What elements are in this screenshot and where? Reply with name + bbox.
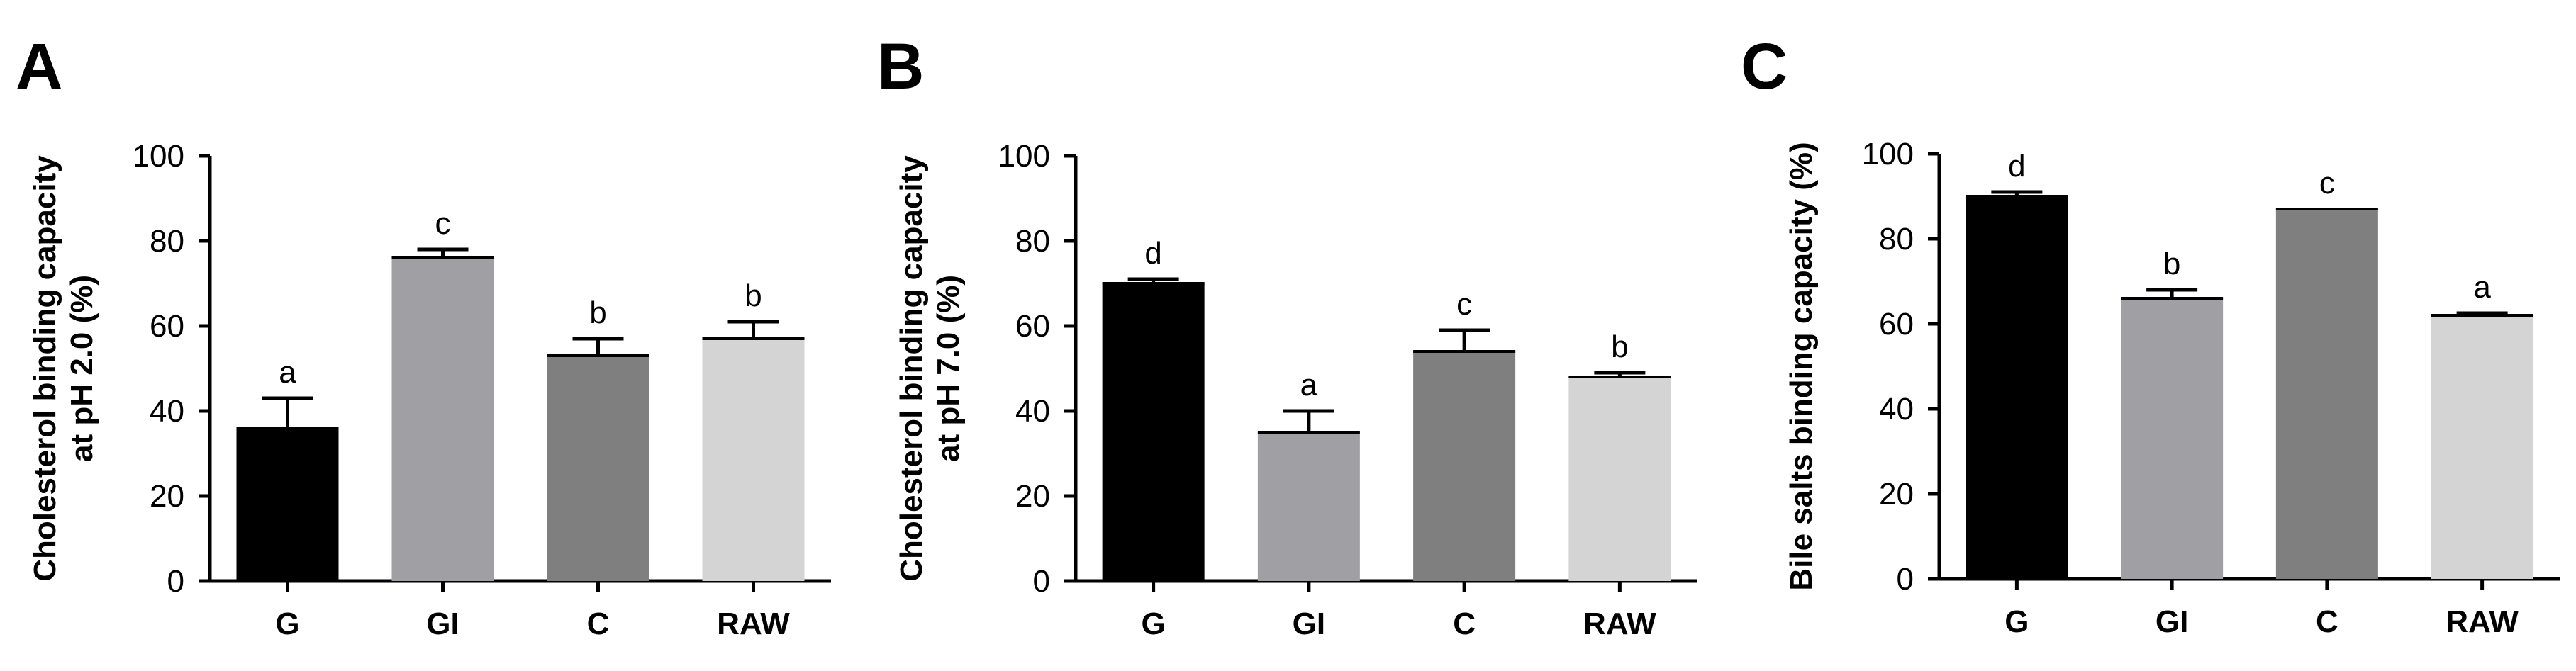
x-tick-label: RAW [1583, 607, 1656, 641]
bar [236, 428, 339, 581]
x-tick-label: GI [1293, 607, 1325, 641]
y-tick-label: 60 [1015, 309, 1050, 344]
bar [702, 339, 805, 581]
panel-letter: A [16, 30, 62, 103]
significance-letter: b [2163, 247, 2180, 281]
bar [1413, 351, 1516, 581]
y-tick-label: 20 [150, 479, 184, 514]
panel-b: B 0 20 40 60 80 100 Cholesterol binding capacit… [877, 30, 1697, 641]
significance-letter: a [1300, 368, 1318, 402]
y-tick-label: 100 [1862, 137, 1914, 171]
x-tick-label: C [1453, 607, 1476, 641]
significance-letter: a [2473, 270, 2491, 305]
x-tick-label: G [1142, 607, 1166, 641]
y-tick-label: 80 [150, 224, 184, 259]
bar [1568, 377, 1671, 581]
y-axis-label-line: at pH 7.0 (%) [931, 275, 966, 462]
panel-c: C 0 20 40 60 80 100 Bile salts binding capacity… [1741, 30, 2560, 639]
y-axis-label-line: Bile salts binding capacity (%) [1784, 142, 1819, 590]
y-tick-label: 40 [150, 394, 184, 429]
y-tick-label: 80 [1015, 224, 1050, 259]
y-tick-label: 20 [1879, 477, 1914, 512]
y-tick-label: 60 [150, 309, 184, 344]
bar [1102, 283, 1205, 581]
x-tick-label: G [275, 607, 299, 641]
y-axis-label-line: Cholesterol binding capacity [894, 155, 929, 582]
x-tick-label: GI [426, 607, 459, 641]
y-axis-label-line: Cholesterol binding capacity [28, 155, 62, 582]
x-tick-label: G [2005, 604, 2029, 639]
panel-a: A 0 20 40 60 80 100 Cholesterol binding capacit… [16, 30, 831, 641]
y-tick-label: 40 [1015, 394, 1050, 429]
significance-letter: d [2008, 149, 2025, 184]
bar [1257, 432, 1360, 581]
x-tick-label: C [2316, 604, 2338, 639]
significance-letter: b [589, 295, 606, 330]
y-tick-label: 0 [1033, 564, 1050, 599]
significance-letter: c [2319, 166, 2335, 201]
y-tick-label: 80 [1879, 222, 1914, 256]
significance-letter: b [745, 278, 762, 313]
significance-letter: c [435, 206, 451, 241]
x-tick-label: C [587, 607, 610, 641]
y-axis-label: Bile salts binding capacity (%) [1784, 142, 1819, 590]
y-tick-label: 0 [167, 564, 184, 599]
panel-letter: C [1741, 30, 1788, 103]
bar [547, 356, 649, 581]
y-tick-label: 100 [998, 139, 1050, 174]
significance-letter: a [279, 355, 296, 390]
y-tick-label: 40 [1879, 392, 1914, 427]
y-axis-label: Cholesterol binding capacityat pH 2.0 (%… [28, 155, 99, 582]
bar [2275, 209, 2378, 579]
bar [1966, 196, 2068, 579]
x-tick-label: GI [2156, 604, 2188, 639]
bar [2121, 298, 2224, 579]
bar [391, 258, 494, 581]
y-tick-label: 100 [133, 139, 184, 174]
y-axis-label-line: at pH 2.0 (%) [65, 275, 99, 462]
y-tick-label: 0 [1897, 562, 1914, 597]
y-tick-label: 60 [1879, 307, 1914, 342]
y-tick-label: 20 [1015, 479, 1050, 514]
x-tick-label: RAW [2446, 604, 2519, 639]
significance-letter: b [1611, 329, 1628, 364]
bar [2431, 315, 2533, 579]
x-tick-label: RAW [717, 607, 790, 641]
significance-letter: d [1144, 236, 1161, 271]
significance-letter: c [1456, 287, 1472, 322]
y-axis-label: Cholesterol binding capacityat pH 7.0 (%… [894, 155, 966, 582]
panel-letter: B [877, 30, 924, 103]
